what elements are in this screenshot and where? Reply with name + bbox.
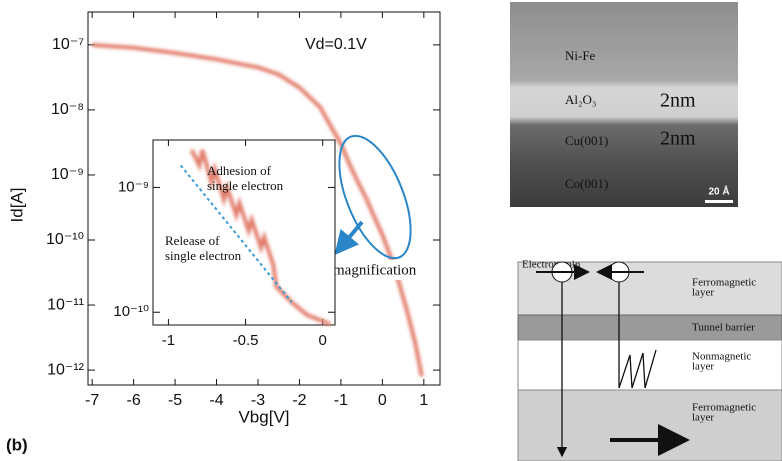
annotation-bg: [330, 260, 436, 280]
layer-label: layer: [692, 287, 714, 299]
tem-background: [510, 2, 738, 207]
tem-label: 2nm: [660, 90, 696, 112]
layer-label: layer: [692, 361, 714, 373]
annotation: magnification: [333, 262, 417, 278]
tem-label: Cu(001): [565, 133, 608, 148]
x-tick-label: -1: [334, 392, 348, 409]
x-tick-label: -3: [251, 392, 265, 409]
x-tick-label: 1: [419, 392, 428, 409]
tem-label: 2nm: [660, 128, 696, 150]
annotation: single electron: [165, 248, 242, 263]
layer-label: layer: [692, 412, 714, 424]
tem-label: Co(001): [565, 176, 608, 191]
x-tick-label: -5: [168, 392, 182, 409]
annotation: single electron: [207, 178, 284, 193]
plot-frame: [152, 139, 336, 326]
x-tick-label: 0: [318, 332, 326, 349]
x-tick-label: -7: [85, 392, 99, 409]
layer-label: Nonmagnetic: [692, 351, 751, 363]
y-tick-label: 10⁻¹²: [47, 361, 85, 378]
y-tick-label: 10⁻⁹: [118, 178, 149, 195]
scale-bar: [705, 200, 733, 203]
layer-label: Ferromagnetic: [692, 277, 756, 289]
x-tick-label: 0: [378, 392, 387, 409]
data-line: [189, 149, 332, 327]
layer-label: Ferromagnetic: [692, 402, 756, 414]
x-tick-label: -4: [209, 392, 223, 409]
magnify-arrow: [334, 220, 364, 256]
panel-label: (b): [6, 435, 28, 454]
data-line: [180, 164, 293, 303]
x-tick-label: -0.5: [233, 332, 259, 349]
annotation: Adhesion of: [207, 163, 272, 178]
x-axis-label: Vbg[V]: [238, 407, 289, 426]
annotation: Release of: [165, 233, 220, 248]
tem-image: Ni-Fe Al₂O₃ 2nm Cu(001) 2nm Co(001) 20 Å: [510, 2, 738, 207]
y-tick-label: 10⁻¹⁰: [113, 303, 149, 320]
diagram-title: Electron spin: [522, 259, 581, 271]
y-axis-label: Id[A]: [7, 188, 26, 223]
scattering-path: [618, 282, 657, 389]
tem-label: Al₂O₃: [565, 92, 596, 107]
y-tick-label: 10⁻⁷: [52, 36, 84, 53]
tem-label: Ni-Fe: [565, 48, 596, 63]
x-tick-label: -1: [162, 332, 175, 349]
magnify-ellipse: [338, 134, 412, 260]
y-tick-label: 10⁻¹¹: [47, 296, 84, 313]
annotation: Vd=0.1V: [305, 36, 367, 53]
layer-label: Tunnel barrier: [692, 322, 755, 334]
y-tick-label: 10⁻⁹: [51, 166, 84, 183]
x-tick-label: -6: [126, 392, 140, 409]
x-tick-label: -2: [292, 392, 306, 409]
y-tick-label: 10⁻¹⁰: [46, 231, 84, 248]
scale-bar-label: 20 Å: [708, 185, 729, 198]
y-tick-label: 10⁻⁸: [51, 101, 84, 118]
layer: [517, 339, 782, 391]
spin-diagram: Electron spin Ferromagnetic layer Tunnel…: [517, 259, 782, 461]
